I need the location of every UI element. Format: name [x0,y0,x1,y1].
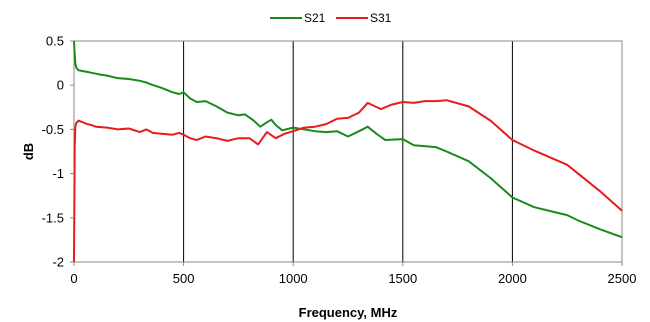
series-line-s21 [73,40,623,239]
series-layer [73,40,623,263]
series-line-s31 [73,99,623,263]
y-tick-label: -2 [52,255,64,270]
y-tick-label: -1 [52,166,64,181]
y-axis-label: dB [21,143,36,160]
plot-area [73,40,623,263]
legend-label-s31: S31 [370,11,392,25]
y-axis: 0.5 0 -0.5 -1 -1.5 -2 [42,34,74,270]
x-tick-label: 0 [70,271,77,286]
x-tick-label: 1000 [279,271,308,286]
legend: S21 S31 [270,11,392,25]
x-axis: 0 500 1000 1500 2000 2500 [70,262,636,286]
x-axis-label: Frequency, MHz [299,305,398,320]
y-tick-label: 0.5 [46,34,64,49]
x-tick-label: 2000 [498,271,527,286]
legend-label-s21: S21 [304,11,326,25]
y-tick-label: -1.5 [42,210,64,225]
x-tick-label: 1500 [388,271,417,286]
y-tick-label: 0 [57,78,64,93]
x-tick-label: 2500 [608,271,637,286]
grid [183,41,513,262]
x-tick-label: 500 [173,271,195,286]
y-tick-label: -0.5 [42,122,64,137]
